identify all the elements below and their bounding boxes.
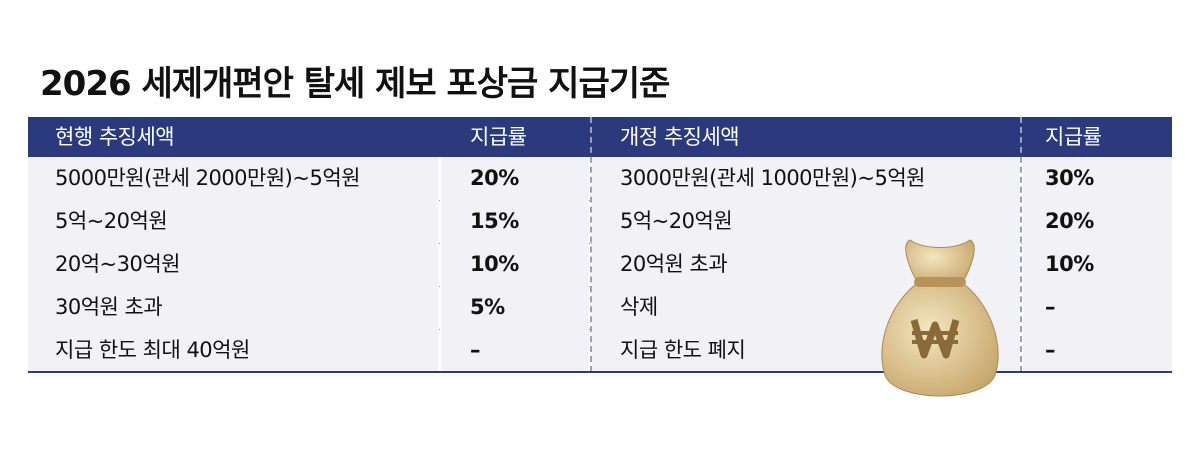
table-cell: 15%: [470, 209, 519, 233]
table-cell: 30%: [1045, 166, 1094, 190]
table-cell: 지급 한도 폐지: [620, 338, 746, 362]
table-cell: –: [1045, 295, 1056, 319]
header-cell: 지급률: [1045, 125, 1102, 149]
table-bottom-border: [28, 371, 1172, 373]
cell-background: [28, 329, 438, 372]
cell-background: [28, 243, 438, 286]
table-cell: 20억원 초과: [620, 252, 728, 276]
table-cell: 지급 한도 최대 40억원: [55, 338, 250, 362]
cell-background: [441, 157, 589, 200]
cell-background: [592, 200, 1020, 243]
table-cell: 20%: [470, 166, 519, 190]
table-row: 5000만원(관세 2000만원)~5억원 20% 3000만원(관세 1000만원…: [28, 157, 1172, 201]
cell-background: [441, 243, 589, 286]
cell-background: [441, 286, 589, 329]
table-cell: 3000만원(관세 1000만원)~5억원: [620, 166, 925, 190]
cell-background: [1023, 157, 1172, 200]
cell-background: [441, 329, 589, 372]
cell-background: [28, 286, 438, 329]
cell-background: [1023, 286, 1172, 329]
column-divider: [1020, 117, 1022, 372]
cell-background: [592, 157, 1020, 200]
money-bag-icon: [881, 239, 999, 397]
cell-background: [1023, 200, 1172, 243]
table-cell: 20%: [1045, 209, 1094, 233]
table-cell: 5000만원(관세 2000만원)~5억원: [55, 166, 360, 190]
column-divider: [590, 117, 592, 372]
table-cell: –: [470, 338, 481, 362]
table-cell: 20억~30억원: [55, 252, 181, 276]
table-row: 5억~20억원 15% 5억~20억원 20%: [28, 200, 1172, 244]
header-cell: 현행 추징세액: [55, 125, 175, 149]
header-cell: 개정 추징세액: [620, 125, 740, 149]
table-cell: 30억원 초과: [55, 295, 163, 319]
table-cell: 10%: [1045, 252, 1094, 276]
cell-background: [441, 200, 589, 243]
cell-background: [1023, 329, 1172, 372]
cell-background: [1023, 243, 1172, 286]
cell-background: [28, 200, 438, 243]
table-row: 30억원 초과 5% 삭제 –: [28, 286, 1172, 330]
cell-background: [28, 157, 438, 200]
table-cell: 5억~20억원: [55, 209, 168, 233]
table-cell: 5%: [470, 295, 505, 319]
header-cell: 지급률: [470, 125, 527, 149]
table-cell: 5억~20억원: [620, 209, 733, 233]
header-row: 현행 추징세액 지급률 개정 추징세액 지급률: [28, 117, 1172, 157]
title: 2026 세제개편안 탈세 제보 포상금 지급기준: [40, 64, 670, 104]
table-cell: 삭제: [620, 295, 658, 319]
table-cell: –: [1045, 338, 1056, 362]
table-cell: 10%: [470, 252, 519, 276]
